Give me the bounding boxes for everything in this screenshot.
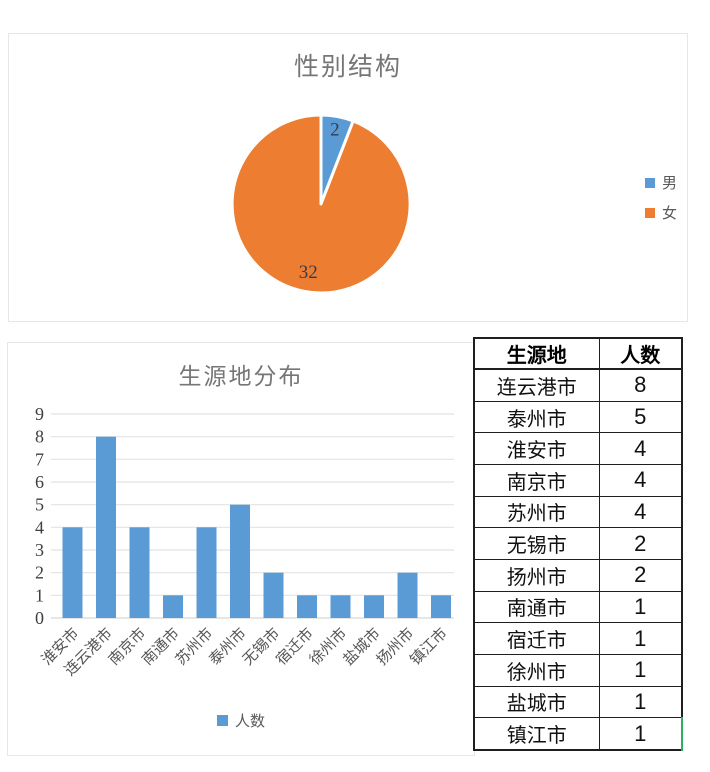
cell-count[interactable]: 2 — [598, 558, 683, 592]
legend-label-male: 男 — [662, 175, 678, 192]
female-swatch-icon — [645, 207, 655, 218]
x-axis-category-label: 苏州市 — [172, 625, 216, 669]
y-axis-tick-label: 9 — [35, 404, 44, 424]
bar-南通市[interactable] — [163, 595, 183, 618]
table-row: 泰州市 5 — [473, 400, 683, 434]
bar-扬州市[interactable] — [397, 572, 418, 618]
bar-连云港市[interactable] — [96, 436, 116, 618]
table-row: 淮安市 4 — [473, 432, 683, 465]
bar-svg: 0123456789淮安市连云港市南京市南通市苏州市泰州市无锡市宿迁市徐州市盐城… — [35, 404, 454, 679]
cell-origin[interactable]: 盐城市 — [473, 685, 600, 719]
male-swatch-icon — [645, 177, 655, 188]
cell-count[interactable]: 8 — [598, 368, 683, 402]
cell-origin[interactable]: 徐州市 — [473, 653, 600, 687]
x-axis-category-label: 宿迁市 — [273, 625, 317, 669]
table-body: 连云港市 8 泰州市 5 淮安市 4 南京市 4 苏州市 4 无锡市 2 扬州市 2 南通市 1 宿迁市 1 徐州市… — [473, 368, 683, 751]
table-row: 宿迁市 1 — [473, 622, 683, 655]
cell-count[interactable]: 4 — [598, 495, 683, 529]
x-axis-category-label: 南通市 — [139, 625, 183, 669]
bar-无锡市[interactable] — [263, 572, 284, 618]
legend-item-male[interactable]: 男 — [645, 172, 677, 193]
pie-svg: 2 32 — [230, 113, 412, 295]
y-axis-tick-label: 1 — [35, 585, 44, 605]
table-row: 南京市 4 — [473, 464, 683, 497]
origin-table-wrap: 生源地 人数 连云港市 8 泰州市 5 淮安市 4 南京市 4 苏州市 4 无锡市 2 扬州市 2 南通市 1… — [473, 337, 683, 751]
table-row: 无锡市 2 — [473, 527, 683, 560]
x-axis-category-label: 南京市 — [105, 625, 149, 669]
bar-镇江市[interactable] — [431, 595, 451, 618]
y-axis-tick-label: 0 — [35, 608, 44, 628]
cell-origin[interactable]: 苏州市 — [473, 495, 600, 529]
table-row: 盐城市 1 — [473, 685, 683, 719]
series-swatch-icon — [216, 715, 228, 726]
x-axis-category-label: 镇江市 — [407, 625, 451, 669]
y-axis-tick-label: 6 — [35, 472, 44, 492]
cell-origin[interactable]: 宿迁市 — [473, 622, 600, 655]
y-axis-tick-label: 8 — [35, 427, 44, 447]
bar-泰州市[interactable] — [230, 504, 250, 618]
legend-item-female[interactable]: 女 — [645, 202, 677, 223]
y-axis-tick-label: 7 — [35, 449, 44, 469]
cell-count[interactable]: 1 — [598, 685, 683, 719]
x-axis-category-label: 泰州市 — [206, 625, 250, 669]
bar-legend[interactable]: 人数 — [8, 710, 474, 731]
cell-origin[interactable]: 泰州市 — [473, 400, 600, 434]
cell-count[interactable]: 4 — [598, 464, 683, 497]
cell-count[interactable]: 5 — [598, 400, 683, 434]
cell-origin[interactable]: 淮安市 — [473, 432, 600, 465]
bar-宿迁市[interactable] — [297, 595, 317, 618]
table-row: 徐州市 1 — [473, 653, 683, 687]
x-axis-category-label: 扬州市 — [373, 625, 417, 669]
x-axis-category-label: 徐州市 — [306, 625, 350, 669]
x-axis-category-label: 无锡市 — [239, 625, 283, 669]
bar-苏州市[interactable] — [196, 527, 217, 618]
x-axis-category-label: 盐城市 — [340, 625, 384, 669]
origin-table[interactable]: 生源地 人数 连云港市 8 泰州市 5 淮安市 4 南京市 4 苏州市 4 无锡市 2 扬州市 2 南通市 1… — [473, 337, 683, 751]
bar-legend-label: 人数 — [234, 713, 265, 730]
bar-南京市[interactable] — [129, 527, 150, 618]
bar-淮安市[interactable] — [62, 527, 83, 618]
legend-label-female: 女 — [662, 205, 678, 222]
table-row: 苏州市 4 — [473, 495, 683, 529]
cell-count[interactable]: 4 — [598, 432, 683, 465]
pie-data-label: 32 — [299, 262, 318, 283]
cell-origin[interactable]: 南京市 — [473, 464, 600, 497]
header-count[interactable]: 人数 — [598, 337, 683, 370]
table-row: 扬州市 2 — [473, 558, 683, 592]
pie-chart-panel[interactable]: 性别结构 2 32 男 女 — [8, 33, 688, 322]
pie-slice-女[interactable] — [230, 113, 412, 295]
cell-count[interactable]: 1 — [598, 622, 683, 655]
bar-盐城市[interactable] — [364, 595, 384, 618]
pie-chart-title: 性别结构 — [293, 53, 402, 81]
bar-chart-panel[interactable]: 生源地分布 0 1 2 3 4 5 6 7 8 9 淮安市 连云港市 南京市 南通市 苏州市 泰州市 无锡市 宿迁… — [7, 342, 475, 756]
cell-origin[interactable]: 镇江市 — [473, 717, 600, 751]
header-origin[interactable]: 生源地 — [473, 337, 600, 370]
pie-legend[interactable]: 男 女 — [645, 172, 677, 223]
cell-count[interactable]: 2 — [598, 527, 683, 560]
y-axis-tick-label: 2 — [35, 563, 44, 583]
table-row: 连云港市 8 — [473, 368, 683, 402]
table-row: 镇江市 1 — [473, 717, 683, 751]
cell-origin[interactable]: 连云港市 — [473, 368, 600, 402]
bar-chart-title: 生源地分布 — [178, 363, 304, 389]
table-row: 南通市 1 — [473, 590, 683, 624]
table-header-row: 生源地 人数 — [473, 337, 683, 370]
cell-origin[interactable]: 南通市 — [473, 590, 600, 624]
y-axis-tick-label: 5 — [35, 495, 44, 515]
bar-徐州市[interactable] — [330, 595, 351, 618]
cell-origin[interactable]: 扬州市 — [473, 558, 600, 592]
cell-origin[interactable]: 无锡市 — [473, 527, 600, 560]
y-axis-tick-label: 4 — [35, 517, 44, 537]
cell-count-selected[interactable]: 1 — [598, 717, 683, 751]
pie-data-label: 2 — [330, 120, 340, 141]
cell-count[interactable]: 1 — [598, 590, 683, 624]
y-axis-tick-label: 3 — [35, 540, 44, 560]
cell-count[interactable]: 1 — [598, 653, 683, 687]
